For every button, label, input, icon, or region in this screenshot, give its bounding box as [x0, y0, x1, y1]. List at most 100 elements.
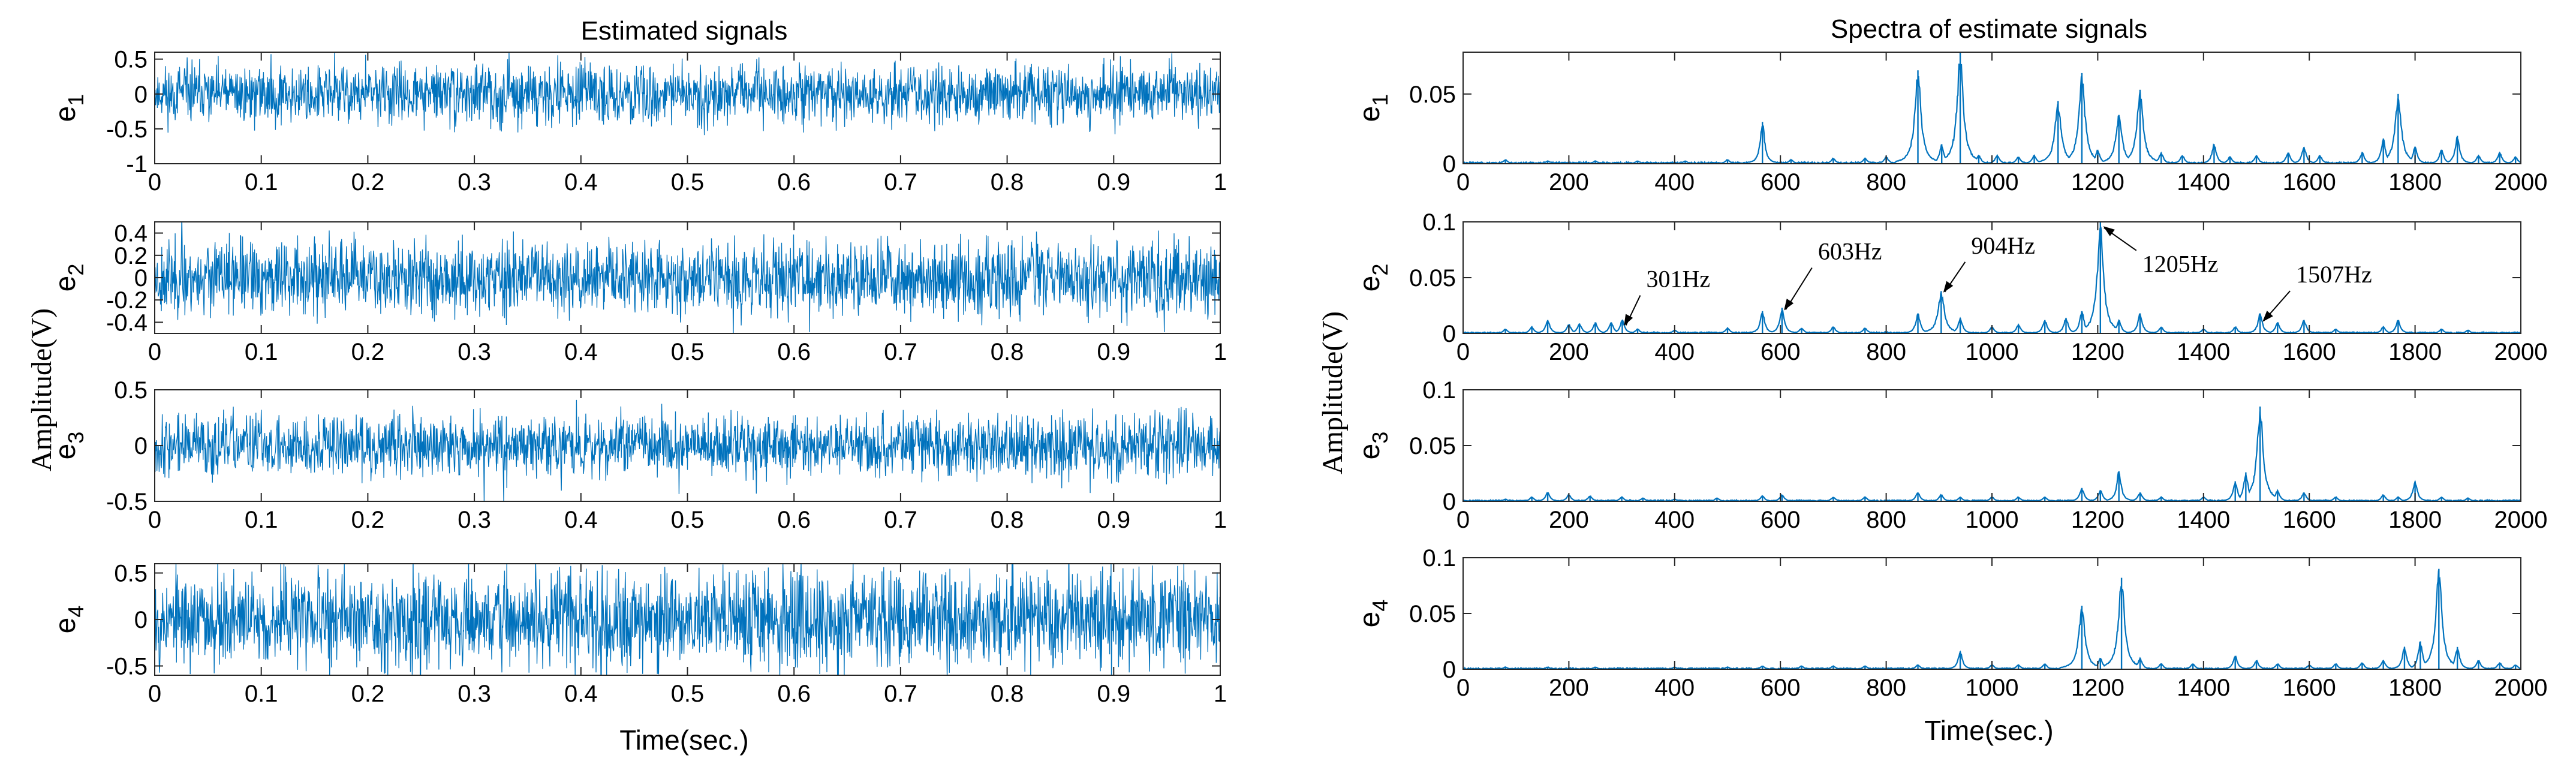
- row-label-right-e4: e4: [1354, 600, 1392, 628]
- xtick-label-left-e3-4: 0.4: [564, 507, 598, 533]
- xtick-label-left-e4-2: 0.2: [351, 681, 385, 707]
- spectrum-line-e3: [1463, 411, 2521, 501]
- xtick-label-left-e3-2: 0.2: [351, 507, 385, 533]
- xtick-label-right-e1-8: 1600: [2283, 169, 2336, 195]
- ytick-label-left-e2-0: -0.4: [106, 309, 148, 336]
- ytick-label-left-e3-0: -0.5: [106, 489, 148, 515]
- xtick-label-left-e3-1: 0.1: [245, 507, 278, 533]
- xtick-label-right-e3-2: 400: [1654, 507, 1695, 533]
- xtick-label-right-e1-3: 600: [1761, 169, 1801, 195]
- signal-line-e4: [155, 564, 1220, 675]
- right-panel-title: Spectra of estimate signals: [1831, 14, 2147, 44]
- xtick-label-right-e4-7: 1400: [2177, 675, 2230, 701]
- xtick-label-right-e3-8: 1600: [2283, 507, 2336, 533]
- xtick-label-right-e4-2: 400: [1654, 675, 1695, 701]
- row-label-base: e: [1354, 106, 1386, 122]
- xtick-label-left-e2-1: 0.1: [245, 339, 278, 365]
- ytick-label-right-e2-1: 0.05: [1409, 265, 1456, 291]
- annotation-label-2: 904Hz: [1971, 232, 2035, 259]
- xtick-label-left-e4-7: 0.7: [884, 681, 917, 707]
- row-label-subscript: 1: [1368, 94, 1392, 106]
- xtick-label-right-e2-6: 1200: [2071, 339, 2124, 365]
- xtick-label-left-e3-3: 0.3: [458, 507, 491, 533]
- left-ylabel: Amplitude(V): [26, 308, 58, 471]
- row-label-right-e3: e3: [1354, 432, 1392, 460]
- xtick-label-right-e2-1: 200: [1549, 339, 1589, 365]
- row-label-base: e: [50, 444, 82, 460]
- xtick-label-left-e2-7: 0.7: [884, 339, 917, 365]
- row-label-subscript: 3: [64, 432, 88, 444]
- xtick-label-right-e2-3: 600: [1761, 339, 1801, 365]
- xtick-label-right-e4-4: 800: [1866, 675, 1906, 701]
- xtick-label-right-e3-10: 2000: [2494, 507, 2548, 533]
- xtick-label-right-e4-6: 1200: [2071, 675, 2124, 701]
- ytick-label-right-e1-1: 0.05: [1409, 82, 1456, 108]
- xtick-label-left-e4-8: 0.8: [991, 681, 1024, 707]
- subplot-right-e4: 0 200 400 600 800 1000 1200 1400 1600 1800 2000 0 0.…: [1354, 545, 2547, 701]
- xtick-label-left-e1-0: 0: [148, 169, 161, 195]
- xtick-label-left-e4-10: 1: [1214, 681, 1227, 707]
- ytick-label-left-e1-2: 0: [134, 82, 148, 108]
- xtick-label-left-e1-3: 0.3: [458, 169, 491, 195]
- xtick-label-left-e3-0: 0: [148, 507, 161, 533]
- row-label-subscript: 2: [1368, 264, 1392, 276]
- row-label-left-e3: e3: [50, 432, 88, 460]
- annotation-arrowhead-0: [1624, 314, 1633, 326]
- xtick-label-left-e1-10: 1: [1214, 169, 1227, 195]
- xtick-label-right-e1-6: 1200: [2071, 169, 2124, 195]
- xtick-label-left-e4-5: 0.5: [671, 681, 705, 707]
- xtick-label-right-e1-4: 800: [1866, 169, 1906, 195]
- ytick-label-left-e1-0: -1: [126, 151, 148, 178]
- ytick-label-left-e2-4: 0.4: [114, 221, 148, 247]
- xtick-label-left-e4-6: 0.6: [777, 681, 811, 707]
- xtick-label-right-e3-5: 1000: [1966, 507, 2019, 533]
- row-label-left-e4: e4: [50, 606, 88, 634]
- ytick-label-right-e3-2: 0.1: [1422, 377, 1456, 404]
- xtick-label-left-e4-4: 0.4: [564, 681, 598, 707]
- annotation-label-1: 603Hz: [1818, 238, 1882, 265]
- xtick-label-left-e3-9: 0.9: [1097, 507, 1130, 533]
- xtick-label-left-e2-8: 0.8: [991, 339, 1024, 365]
- xtick-label-left-e4-9: 0.9: [1097, 681, 1130, 707]
- xtick-label-right-e3-3: 600: [1761, 507, 1801, 533]
- xtick-label-right-e4-8: 1600: [2283, 675, 2336, 701]
- subplot-right-e3: 0 200 400 600 800 1000 1200 1400 1600 1800 2000 0 0.…: [1354, 377, 2547, 533]
- xtick-label-right-e4-5: 1000: [1966, 675, 2019, 701]
- xtick-label-left-e4-3: 0.3: [458, 681, 491, 707]
- ytick-label-right-e4-0: 0: [1443, 657, 1456, 683]
- xtick-label-right-e4-1: 200: [1549, 675, 1589, 701]
- xtick-label-right-e2-10: 2000: [2494, 339, 2548, 365]
- xtick-label-left-e2-4: 0.4: [564, 339, 598, 365]
- xtick-label-right-e1-1: 200: [1549, 169, 1589, 195]
- subplot-left-e3: 0 0.1 0.2 0.3 0.4 0.5 0.6 0.7 0.8 0.9 1-0.500.5e3: [50, 377, 1227, 533]
- xtick-label-left-e1-9: 0.9: [1097, 169, 1130, 195]
- row-label-subscript: 2: [64, 264, 88, 276]
- ytick-label-left-e4-2: 0.5: [114, 561, 148, 587]
- row-label-base: e: [50, 106, 82, 122]
- xtick-label-left-e2-0: 0: [148, 339, 161, 365]
- xtick-label-left-e3-7: 0.7: [884, 507, 917, 533]
- spectrum-line-e1: [1463, 64, 2521, 164]
- ytick-label-right-e3-1: 0.05: [1409, 433, 1456, 459]
- xtick-label-right-e3-9: 1800: [2388, 507, 2442, 533]
- xtick-label-right-e4-0: 0: [1456, 675, 1470, 701]
- xtick-label-left-e1-2: 0.2: [351, 169, 385, 195]
- xtick-label-right-e3-0: 0: [1456, 507, 1470, 533]
- xtick-label-right-e2-8: 1600: [2283, 339, 2336, 365]
- left-xlabel: Time(sec.): [619, 724, 749, 756]
- xtick-label-right-e1-2: 400: [1654, 169, 1695, 195]
- annotation-arrowhead-2: [1943, 281, 1954, 293]
- spectrum-line-e4: [1463, 570, 2521, 669]
- row-label-right-e2: e2: [1354, 264, 1392, 292]
- xtick-label-left-e3-8: 0.8: [991, 507, 1024, 533]
- row-label-base: e: [1354, 444, 1386, 460]
- xtick-label-right-e4-9: 1800: [2388, 675, 2442, 701]
- xtick-label-left-e3-5: 0.5: [671, 507, 705, 533]
- xtick-label-right-e1-5: 1000: [1966, 169, 2019, 195]
- row-label-right-e1: e1: [1354, 94, 1392, 122]
- ytick-label-left-e2-2: 0: [134, 265, 148, 291]
- signal-line-e3: [155, 399, 1220, 501]
- subplot-left-e1: 0 0.1 0.2 0.3 0.4 0.5 0.6 0.7 0.8 0.9 1-1-0.500.5e…: [50, 47, 1227, 195]
- annotation-label-3: 1205Hz: [2142, 251, 2219, 278]
